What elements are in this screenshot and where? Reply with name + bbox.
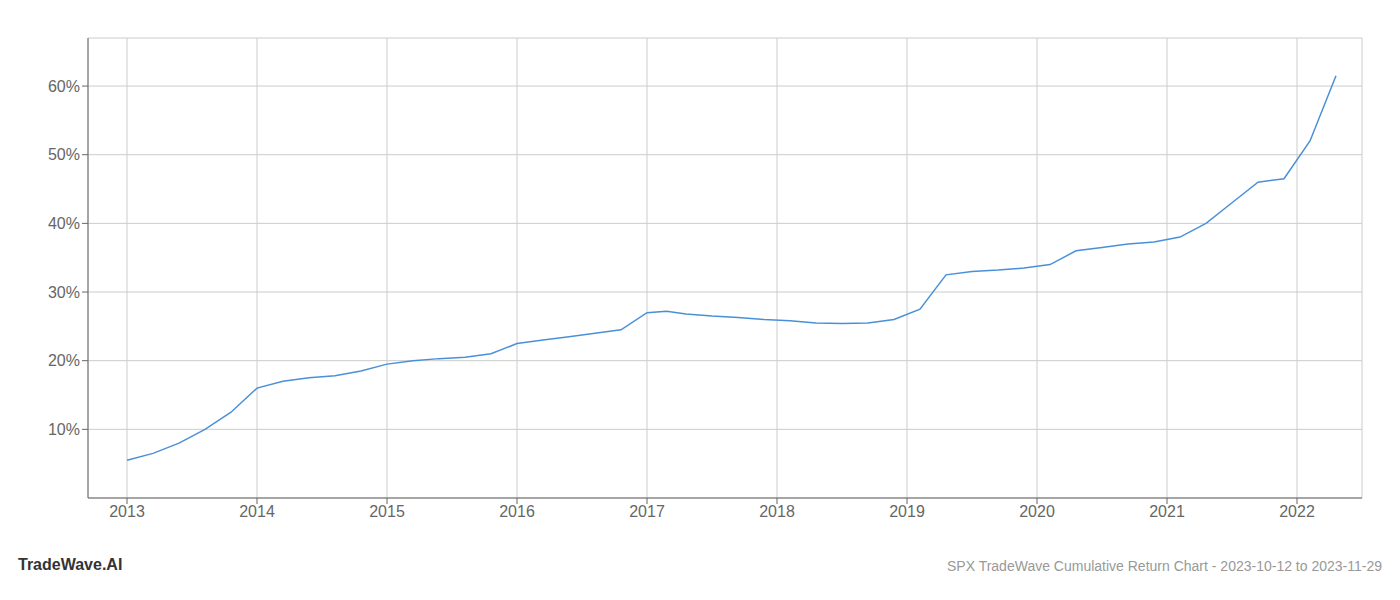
svg-text:2018: 2018 [759,503,795,520]
svg-text:2017: 2017 [629,503,665,520]
svg-text:60%: 60% [48,78,80,95]
svg-text:2019: 2019 [889,503,925,520]
svg-text:10%: 10% [48,421,80,438]
svg-text:40%: 40% [48,215,80,232]
svg-text:2015: 2015 [369,503,405,520]
svg-text:2022: 2022 [1279,503,1315,520]
svg-text:50%: 50% [48,146,80,163]
svg-text:2016: 2016 [499,503,535,520]
svg-text:2020: 2020 [1019,503,1055,520]
svg-text:30%: 30% [48,284,80,301]
svg-text:20%: 20% [48,352,80,369]
html-text:SPX TradeWave Cumulative Retur: SPX TradeWave Cumulative Return Chart - … [947,558,1382,574]
svg-text:2013: 2013 [109,503,145,520]
svg-text:2021: 2021 [1149,503,1185,520]
html-text:TradeWave.AI: TradeWave.AI [18,556,123,573]
svg-text:2014: 2014 [239,503,275,520]
